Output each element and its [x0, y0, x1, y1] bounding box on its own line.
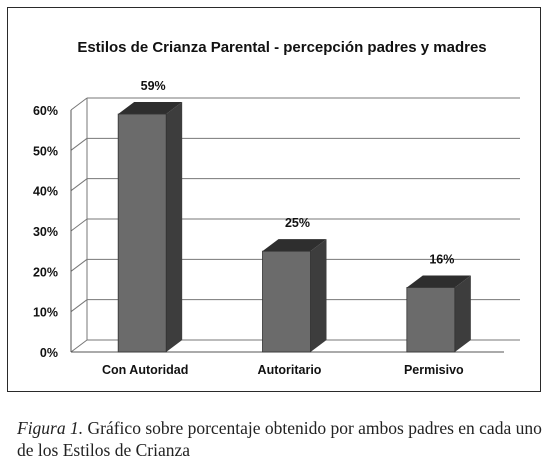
- gridline-depth: [70, 218, 88, 232]
- data-label: 16%: [429, 252, 454, 266]
- y-tick-label: 0%: [40, 346, 58, 360]
- bar-side: [454, 275, 471, 352]
- caption-text: Gráfico sobre porcentaje obtenido por am…: [17, 418, 542, 460]
- bar-top: [118, 102, 183, 115]
- y-tick-label: 20%: [33, 265, 58, 279]
- gridline-depth: [70, 258, 88, 272]
- data-label: 59%: [141, 79, 166, 93]
- bar-side: [166, 102, 183, 353]
- gridline-depth: [70, 97, 88, 111]
- gridline-depth: [70, 137, 88, 151]
- caption-label: Figura 1.: [17, 418, 84, 438]
- bar-top: [406, 275, 471, 288]
- gridline-depth: [70, 339, 88, 353]
- chart-title: Estilos de Crianza Parental - percepción…: [77, 39, 486, 56]
- x-tick-label: Permisivo: [404, 363, 464, 377]
- y-tick-label: 60%: [33, 104, 58, 118]
- gridline-depth: [70, 299, 88, 313]
- bar-chart: Estilos de Crianza Parental - percepción…: [33, 39, 520, 377]
- x-tick-label: Con Autoridad: [102, 363, 188, 377]
- y-tick-label: 30%: [33, 225, 58, 239]
- bar-side: [310, 239, 327, 352]
- figure-caption: Figura 1. Gráfico sobre porcentaje obten…: [17, 417, 547, 461]
- bar-front: [117, 113, 167, 353]
- y-tick-label: 50%: [33, 144, 58, 158]
- data-label: 25%: [285, 216, 310, 230]
- bar-0: [117, 102, 183, 353]
- bar-2: [406, 275, 471, 353]
- gridline-depth: [70, 178, 88, 192]
- bar-front: [262, 250, 311, 353]
- y-tick-label: 40%: [33, 185, 58, 199]
- bar-front: [406, 287, 456, 353]
- bar-1: [262, 239, 327, 353]
- bar-top: [262, 239, 327, 252]
- x-tick-label: Autoritario: [258, 363, 322, 377]
- y-tick-label: 10%: [33, 306, 58, 320]
